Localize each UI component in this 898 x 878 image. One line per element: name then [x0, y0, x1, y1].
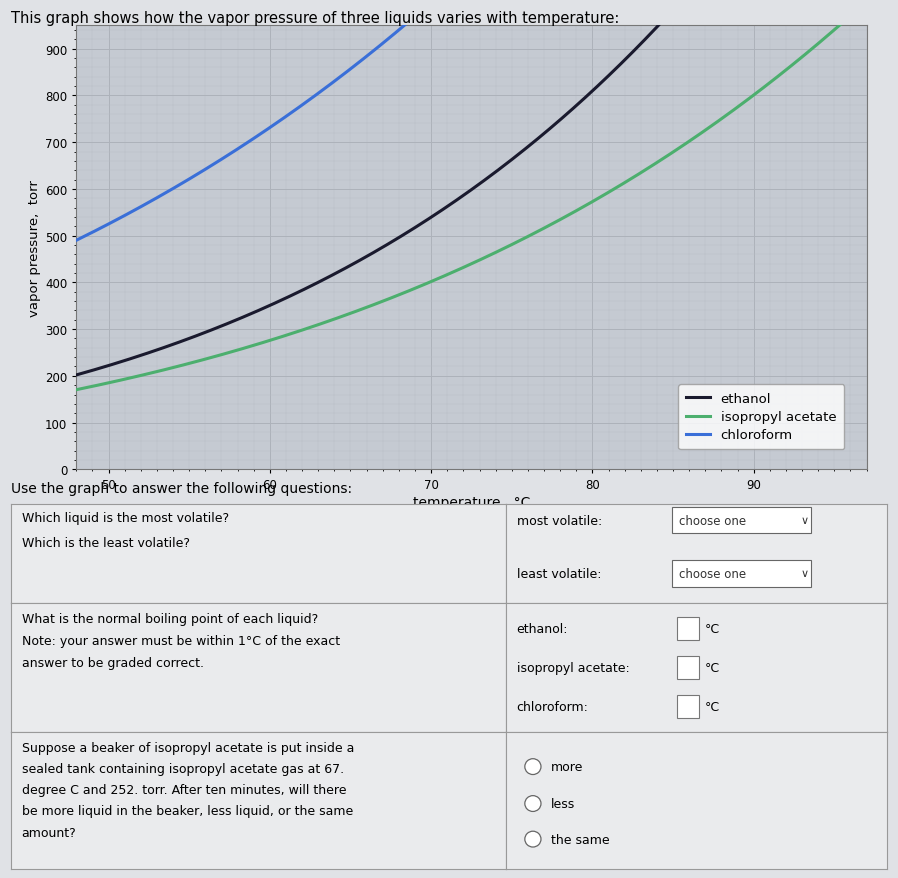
Text: Use the graph to answer the following questions:: Use the graph to answer the following qu…	[11, 481, 352, 495]
Text: less: less	[550, 797, 575, 810]
Text: degree C and 252. torr. After ten minutes, will there: degree C and 252. torr. After ten minute…	[22, 783, 346, 796]
Text: °C: °C	[704, 623, 719, 636]
Text: the same: the same	[550, 832, 610, 846]
Text: sealed tank containing isopropyl acetate gas at 67.: sealed tank containing isopropyl acetate…	[22, 762, 344, 775]
Text: least volatile:: least volatile:	[516, 567, 602, 580]
Text: °C: °C	[704, 701, 719, 713]
Text: Suppose a beaker of isopropyl acetate is put inside a: Suppose a beaker of isopropyl acetate is…	[22, 741, 354, 754]
Text: ∨: ∨	[800, 569, 808, 579]
Text: ∨: ∨	[800, 515, 808, 526]
Text: answer to be graded correct.: answer to be graded correct.	[22, 656, 204, 669]
Text: Note: your answer must be within 1°C of the exact: Note: your answer must be within 1°C of …	[22, 634, 339, 647]
Text: most volatile:: most volatile:	[516, 515, 602, 527]
Text: This graph shows how the vapor pressure of three liquids varies with temperature: This graph shows how the vapor pressure …	[11, 11, 619, 25]
X-axis label: temperature,  °C: temperature, °C	[413, 496, 530, 510]
Text: choose one: choose one	[679, 515, 746, 527]
Text: isopropyl acetate:: isopropyl acetate:	[516, 661, 629, 674]
Y-axis label: vapor pressure,  torr: vapor pressure, torr	[28, 180, 41, 316]
Text: °C: °C	[704, 661, 719, 674]
Text: What is the normal boiling point of each liquid?: What is the normal boiling point of each…	[22, 612, 318, 625]
Text: amount?: amount?	[22, 825, 76, 838]
Text: more: more	[550, 760, 583, 774]
Legend: ethanol, isopropyl acetate, chloroform: ethanol, isopropyl acetate, chloroform	[678, 385, 844, 450]
Text: chloroform:: chloroform:	[516, 701, 588, 713]
Text: be more liquid in the beaker, less liquid, or the same: be more liquid in the beaker, less liqui…	[22, 804, 353, 817]
Text: Which liquid is the most volatile?: Which liquid is the most volatile?	[22, 512, 229, 525]
Text: ethanol:: ethanol:	[516, 623, 568, 636]
Text: choose one: choose one	[679, 567, 746, 580]
Text: Which is the least volatile?: Which is the least volatile?	[22, 536, 189, 550]
